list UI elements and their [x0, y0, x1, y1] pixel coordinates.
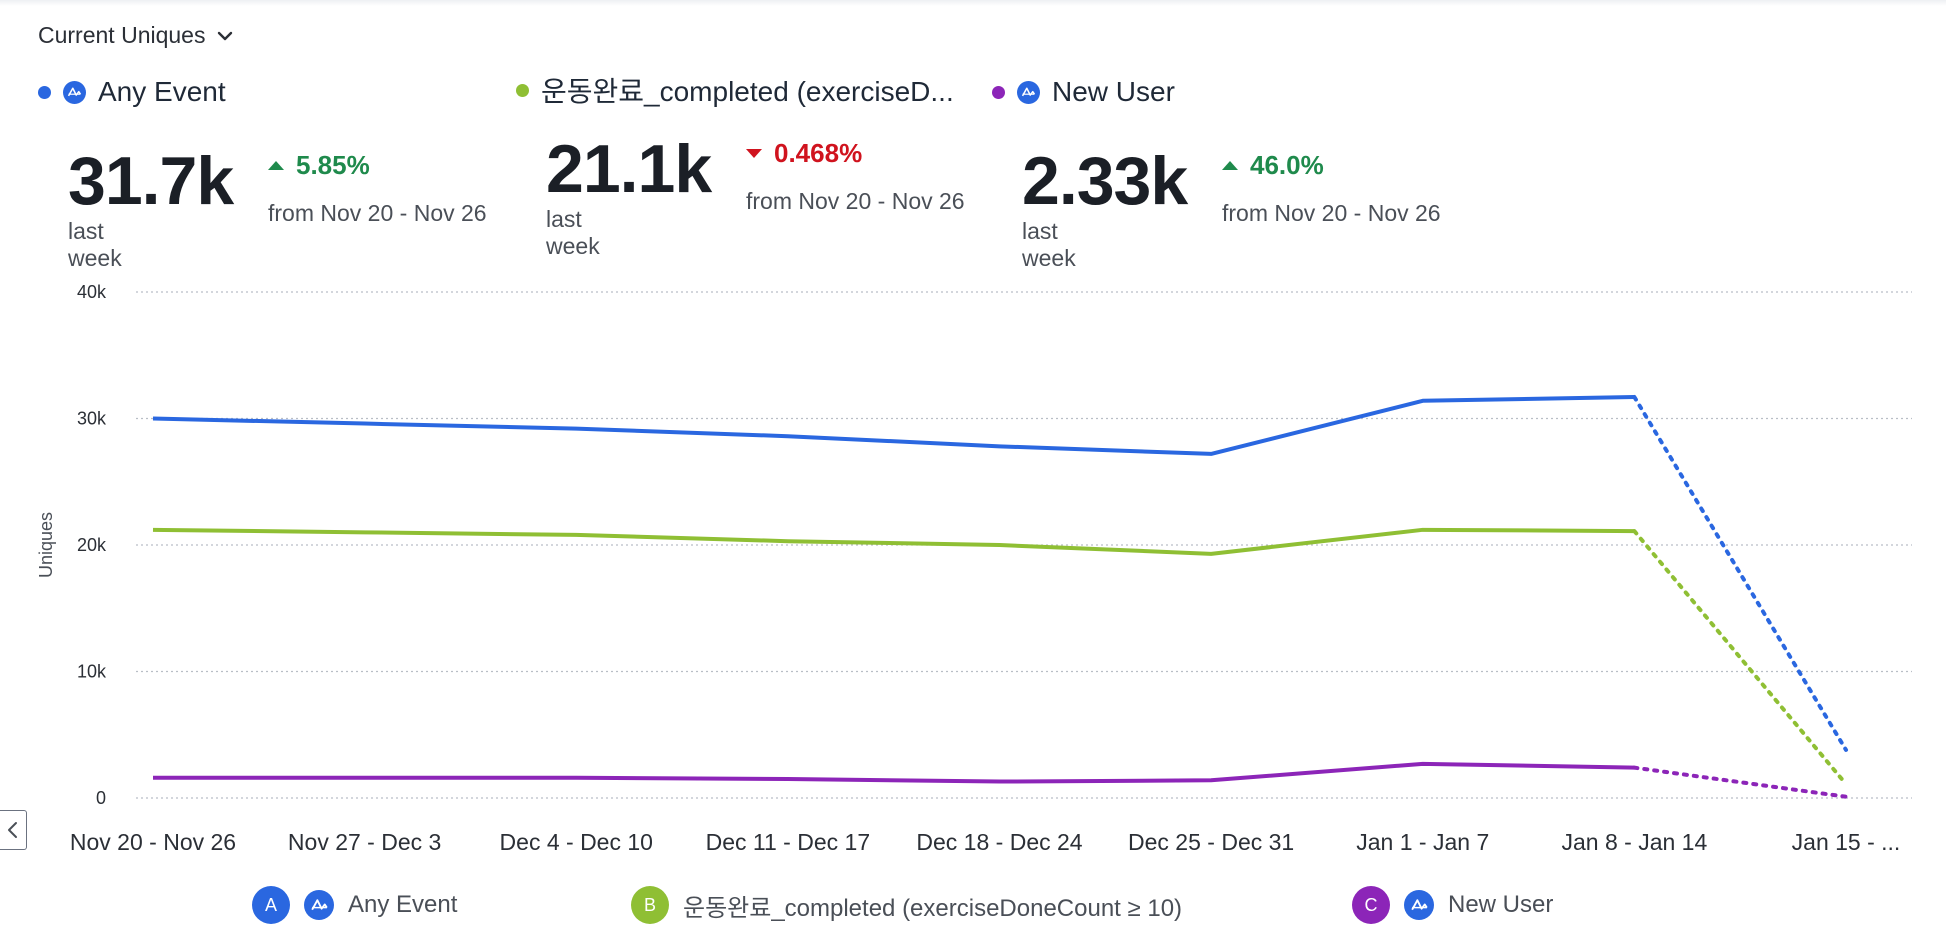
summary-from: from Nov 20 - Nov 26: [268, 200, 487, 226]
summary-delta: 5.85%: [268, 150, 370, 181]
y-tick-label: 30k: [77, 409, 107, 429]
summary-period: last week: [68, 218, 122, 271]
y-tick-label: 10k: [77, 662, 107, 682]
summary-value: 31.7k: [68, 143, 234, 219]
legend-label: New User: [1448, 891, 1554, 918]
x-tick-label: Dec 11 - Dec 17: [706, 829, 870, 855]
chart-series: [152, 394, 1848, 799]
chevron-down-icon: [218, 31, 233, 40]
series-letter-badge: C: [1352, 886, 1390, 924]
summary-legend: 운동완료_completed (exerciseD...: [516, 70, 954, 110]
x-tick-label: Dec 18 - Dec 24: [916, 829, 1082, 855]
summary-delta-value: 5.85%: [296, 150, 370, 180]
collapse-panel-button[interactable]: [0, 810, 27, 850]
summary-event-name: 운동완료_completed (exerciseD...: [541, 76, 954, 107]
arrow-down-icon: [746, 149, 762, 158]
x-tick-label: Nov 20 - Nov 26: [70, 829, 236, 855]
legend-item-any-event[interactable]: A Any Event: [252, 886, 457, 924]
arrow-up-icon: [1222, 161, 1238, 170]
metric-dropdown-label: Current Uniques: [38, 22, 206, 48]
x-tick-label: Jan 8 - Jan 14: [1561, 829, 1707, 855]
amplitude-icon: [63, 80, 86, 104]
legend-item-new-user[interactable]: C New User: [1352, 886, 1553, 924]
series-line[interactable]: [153, 761, 1635, 784]
legend-item-exercise-completed[interactable]: B 운동완료_completed (exerciseDoneCount ≥ 10…: [631, 886, 1182, 924]
series-incomplete-segment[interactable]: [1632, 765, 1848, 799]
x-tick-label: Dec 25 - Dec 31: [1128, 829, 1294, 855]
legend-label: Any Event: [348, 891, 458, 918]
series-dot: [992, 85, 1005, 99]
legend-label: 운동완료_completed (exerciseDoneCount ≥ 10): [683, 894, 1183, 922]
x-tick-label: Dec 4 - Dec 10: [500, 829, 653, 855]
amplitude-icon: [1404, 890, 1434, 920]
series-letter-badge: A: [252, 886, 290, 924]
summary-delta-value: 0.468%: [774, 138, 863, 168]
y-axis-ticks: 0 10k 20k 30k 40k: [77, 282, 107, 808]
amplitude-icon: [304, 890, 334, 920]
y-tick-label: 40k: [77, 282, 107, 302]
summary-legend: New User: [992, 76, 1175, 108]
summary-from: from Nov 20 - Nov 26: [746, 188, 965, 214]
summary-period: last week: [1022, 218, 1076, 271]
x-tick-label: Jan 1 - Jan 7: [1356, 829, 1489, 855]
series-line[interactable]: [152, 527, 1635, 556]
amplitude-icon: [1017, 80, 1040, 104]
summary-value: 21.1k: [546, 131, 712, 207]
series-incomplete-segment[interactable]: [1632, 394, 1848, 752]
summary-legend: Any Event: [38, 76, 226, 108]
line-chart[interactable]: 0 10k 20k 30k 40k Nov 20 - Nov 26 Nov 27 - De…: [0, 270, 1946, 870]
x-axis-ticks: Nov 20 - Nov 26 Nov 27 - Dec 3 Dec 4 - Dec…: [70, 829, 1900, 855]
y-axis-label: Uniques: [36, 512, 56, 578]
chevron-left-icon: [8, 822, 17, 838]
summary-delta: 0.468%: [746, 138, 862, 169]
summary-value: 2.33k: [1022, 143, 1188, 219]
summary-from: from Nov 20 - Nov 26: [1222, 200, 1441, 226]
x-tick-label: Nov 27 - Dec 3: [288, 829, 441, 855]
series-letter-badge: B: [631, 886, 669, 924]
summary-event-name: Any Event: [98, 76, 226, 107]
summary-period: last week: [546, 206, 600, 259]
top-shadow: [0, 0, 1946, 6]
x-tick-label: Jan 15 - ...: [1792, 829, 1901, 855]
series-dot: [516, 83, 529, 97]
summary-delta-value: 46.0%: [1250, 150, 1324, 180]
arrow-up-icon: [268, 161, 284, 170]
series-incomplete-segment[interactable]: [1632, 529, 1848, 787]
y-tick-label: 0: [96, 788, 106, 808]
series-line[interactable]: [152, 394, 1635, 456]
series-dot: [38, 85, 51, 99]
summary-delta: 46.0%: [1222, 150, 1324, 181]
summary-event-name: New User: [1052, 76, 1175, 107]
chart-gridlines: [136, 291, 1912, 799]
y-tick-label: 20k: [77, 535, 107, 555]
metric-dropdown[interactable]: Current Uniques: [38, 22, 235, 49]
